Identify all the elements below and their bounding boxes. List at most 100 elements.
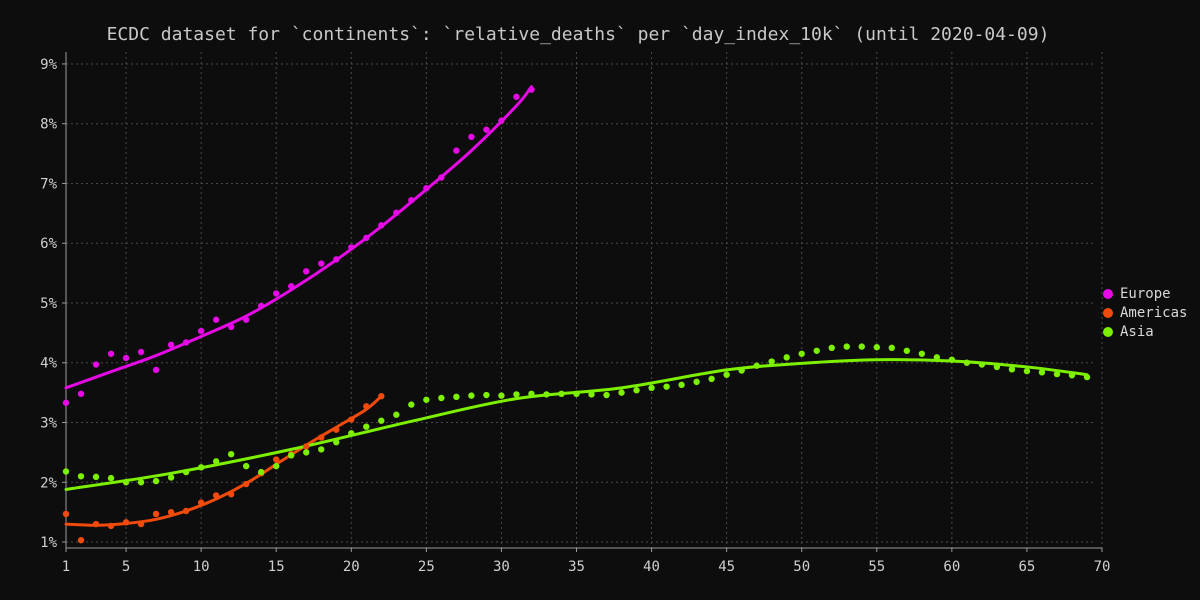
asia-point — [528, 390, 535, 398]
asia-point — [227, 450, 235, 458]
asia-point — [438, 394, 445, 402]
europe-point — [378, 222, 385, 229]
europe-point — [197, 327, 205, 335]
asia-point — [378, 417, 385, 424]
asia-point — [828, 344, 835, 352]
americas-point — [137, 520, 145, 528]
asia-point — [423, 396, 430, 403]
legend-label-europe: Europe — [1120, 285, 1171, 302]
americas-point — [62, 510, 70, 518]
legend-item-asia: Asia — [1103, 322, 1187, 341]
legend-marker-americas — [1103, 307, 1113, 318]
europe-point — [122, 354, 130, 362]
asia-point — [603, 391, 610, 399]
legend: Europe Americas Asia — [1103, 284, 1187, 341]
asia-point — [663, 383, 670, 390]
europe-point — [62, 399, 70, 406]
asia-point — [633, 387, 640, 394]
legend-label-americas: Americas — [1120, 304, 1188, 321]
asia-point — [723, 371, 730, 378]
asia-point — [858, 343, 865, 350]
asia-point — [122, 479, 130, 486]
europe-point — [333, 256, 340, 263]
asia-point — [813, 347, 820, 354]
y-tick-label: 3% — [40, 416, 57, 432]
asia-point — [978, 361, 986, 368]
x-tick-label: 55 — [868, 559, 885, 575]
europe-point — [468, 133, 475, 141]
americas-point — [122, 519, 130, 526]
asia-trend-line — [64, 358, 1089, 491]
asia-point — [273, 462, 280, 470]
asia-point — [543, 391, 550, 398]
americas-point — [197, 499, 205, 506]
americas-point — [227, 491, 235, 498]
y-tick-label: 4% — [40, 356, 57, 372]
europe-point — [303, 268, 310, 275]
europe-point — [137, 348, 145, 356]
asia-point — [1053, 370, 1061, 378]
asia-point — [137, 479, 145, 486]
europe-point — [528, 86, 535, 93]
americas-point — [212, 492, 220, 499]
asia-point — [333, 439, 340, 446]
asia-point — [573, 390, 580, 398]
asia-point — [933, 354, 941, 361]
asia-point — [483, 391, 490, 399]
europe-point — [273, 290, 280, 297]
asia-point — [318, 446, 325, 453]
asia-point — [783, 354, 790, 361]
americas-point — [363, 403, 370, 410]
europe-point — [498, 117, 505, 124]
americas-point — [318, 434, 325, 441]
x-tick-label: 60 — [943, 559, 960, 575]
asia-point — [768, 358, 775, 365]
asia-point — [107, 474, 115, 482]
americas-trend-line — [64, 394, 383, 527]
x-tick-label: 45 — [718, 559, 735, 575]
europe-point — [363, 234, 370, 242]
asia-point — [152, 477, 160, 485]
asia-point — [453, 393, 460, 401]
asia-point — [242, 462, 250, 470]
americas-point — [333, 426, 340, 433]
asia-point — [1008, 366, 1016, 373]
asia-point — [1038, 369, 1046, 376]
y-tick-label: 8% — [40, 117, 57, 133]
asia-point — [618, 389, 625, 396]
americas-point — [92, 520, 100, 528]
europe-point — [438, 174, 445, 181]
x-tick-label: 1 — [62, 559, 70, 575]
europe-point — [393, 209, 400, 216]
europe-point — [227, 323, 235, 331]
americas-point — [152, 510, 160, 518]
x-tick-label: 50 — [793, 559, 810, 575]
asia-point — [918, 350, 926, 357]
europe-point — [212, 316, 220, 323]
americas-point — [182, 507, 190, 515]
asia-point — [498, 392, 505, 399]
asia-point — [212, 458, 220, 465]
asia-point — [903, 347, 911, 354]
asia-point — [708, 375, 715, 383]
asia-point — [993, 363, 1001, 371]
asia-point — [468, 392, 475, 399]
europe-point — [513, 93, 520, 101]
asia-point — [288, 452, 295, 459]
asia-point — [753, 362, 760, 369]
asia-point — [348, 430, 355, 437]
asia-point — [738, 367, 745, 374]
y-tick-label: 2% — [40, 475, 57, 491]
europe-point — [92, 361, 100, 368]
americas-point — [303, 443, 310, 450]
americas-point — [348, 416, 355, 423]
americas-point — [273, 456, 280, 463]
asia-point — [363, 423, 370, 430]
asia-point — [693, 378, 700, 386]
europe-point — [242, 316, 250, 323]
asia-point — [678, 381, 685, 389]
asia-point — [948, 356, 956, 363]
asia-point — [393, 411, 400, 418]
